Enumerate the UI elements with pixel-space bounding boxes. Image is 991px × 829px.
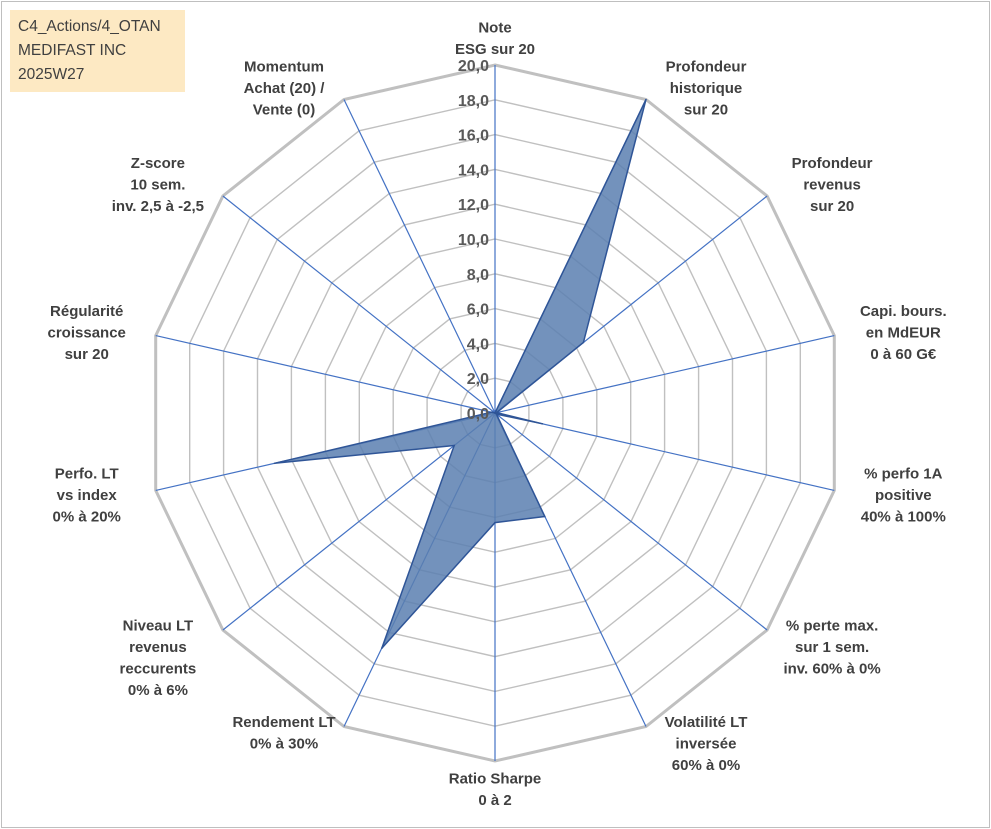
axis-label-line: 60% à 0% <box>672 757 740 774</box>
axis-label: Volatilité LT inversée 60% à 0% <box>665 714 748 774</box>
info-portfolio: C4_Actions/4_OTAN <box>18 18 161 35</box>
axis-label-line: 0 à 60 G€ <box>870 346 937 363</box>
axis-label: Capi. bours. en MdEUR 0 à 60 G€ <box>860 303 947 363</box>
axis-label-line: ESG sur 20 <box>455 41 535 58</box>
axis-label-line: Volatilité LT <box>665 714 748 731</box>
axis-label-line: Achat (20) / <box>244 80 326 97</box>
axis-label-line: positive <box>875 487 932 504</box>
series-point <box>541 423 544 425</box>
axis-label-line: 0% à 6% <box>128 682 188 699</box>
axis-label-line: Z-score <box>131 155 185 172</box>
series-point <box>381 647 383 649</box>
axis-label-line: sur 1 sem. <box>795 639 869 656</box>
radar-spoke <box>222 412 496 631</box>
radar-axis-labels: Note ESG sur 20 Profondeur historique sur 20… <box>48 20 947 810</box>
axis-label-line: sur 20 <box>810 198 854 215</box>
tick-label: 16,0 <box>458 128 489 145</box>
series-point <box>494 412 496 414</box>
axis-label-line: 0% à 20% <box>53 509 121 526</box>
axis-label-line: 0 à 2 <box>478 792 511 809</box>
tick-label: 14,0 <box>458 162 489 179</box>
info-week: 2025W27 <box>18 66 85 83</box>
axis-label-line: Rendement LT <box>232 714 335 731</box>
axis-label: Niveau LT revenus reccurents 0% à 6% <box>120 618 197 700</box>
radar-spoke <box>155 335 496 414</box>
axis-label-line: % perte max. <box>786 618 879 635</box>
tick-label: 4,0 <box>467 336 489 353</box>
axis-label-line: % perfo 1A <box>864 466 943 483</box>
tick-label: 10,0 <box>458 232 489 249</box>
axis-label: Momentum Achat (20) / Vente (0) <box>244 59 326 119</box>
tick-label: 12,0 <box>458 197 489 214</box>
axis-label-line: en MdEUR <box>866 324 941 341</box>
tick-label: 2,0 <box>467 371 489 388</box>
axis-label: Régularité croissance sur 20 <box>48 303 126 363</box>
axis-label-line: inversée <box>676 736 737 753</box>
radar-spoke <box>494 412 768 631</box>
radar-spoke <box>494 335 835 414</box>
series-area <box>274 99 647 649</box>
axis-label: Z-score 10 sem. inv. 2,5 à -2,5 <box>112 155 204 215</box>
axis-label: % perfo 1A positive 40% à 100% <box>861 466 946 526</box>
tick-label: 6,0 <box>467 302 489 319</box>
axis-label-line: 10 sem. <box>130 177 185 194</box>
tick-label: 0,0 <box>467 406 489 423</box>
axis-label-line: inv. 2,5 à -2,5 <box>112 198 204 215</box>
series-point <box>582 341 585 344</box>
series-point <box>544 515 546 518</box>
axis-label-line: Note <box>478 20 511 37</box>
axis-label-line: Profondeur <box>666 59 747 76</box>
axis-label: Profondeur historique sur 20 <box>666 59 747 119</box>
series-point <box>273 462 276 465</box>
tick-label: 20,0 <box>458 58 489 75</box>
series-point <box>495 411 498 414</box>
axis-label: Perfo. LT vs index 0% à 20% <box>53 466 121 526</box>
radar-spoke <box>494 412 835 491</box>
axis-label: Rendement LT 0% à 30% <box>232 714 335 753</box>
axis-label-line: revenus <box>129 639 187 656</box>
axis-label-line: Niveau LT <box>123 618 194 635</box>
series-point <box>453 444 456 447</box>
axis-label: Ratio Sharpe 0 à 2 <box>449 771 542 810</box>
radar-series <box>273 98 647 649</box>
axis-label: Note ESG sur 20 <box>455 20 535 59</box>
radar-tick-labels: 0,0 2,0 4,0 6,0 8,0 10,0 12,0 14,0 16,0 18,0 20,0 <box>458 58 489 423</box>
axis-label-line: Ratio Sharpe <box>449 771 542 788</box>
axis-label-line: croissance <box>48 324 126 341</box>
radar-spoke <box>222 195 496 414</box>
axis-label-line: Capi. bours. <box>860 303 947 320</box>
tick-label: 8,0 <box>467 267 489 284</box>
series-point <box>490 411 493 414</box>
axis-label-line: Profondeur <box>792 155 873 172</box>
axis-label-line: 40% à 100% <box>861 509 946 526</box>
axis-label: Profondeur revenus sur 20 <box>792 155 873 215</box>
series-point <box>494 521 496 524</box>
axis-label-line: Régularité <box>50 303 123 320</box>
info-company: MEDIFAST INC <box>18 42 127 59</box>
series-point <box>645 98 647 101</box>
axis-label-line: Perfo. LT <box>55 466 119 483</box>
axis-label-line: 0% à 30% <box>250 736 318 753</box>
axis-label-line: inv. 60% à 0% <box>783 661 880 678</box>
tick-label: 18,0 <box>458 93 489 110</box>
series-point <box>495 413 498 415</box>
axis-label-line: revenus <box>803 177 861 194</box>
info-box: C4_Actions/4_OTAN MEDIFAST INC 2025W27 <box>10 10 185 92</box>
axis-label-line: reccurents <box>120 661 197 678</box>
axis-label-line: vs index <box>57 487 118 504</box>
axis-label-line: sur 20 <box>65 346 109 363</box>
axis-label: % perte max. sur 1 sem. inv. 60% à 0% <box>783 618 880 678</box>
axis-label-line: Vente (0) <box>253 102 316 119</box>
axis-label-line: Momentum <box>244 59 324 76</box>
axis-label-line: historique <box>670 80 743 97</box>
radar-spoke <box>343 99 496 414</box>
axis-label-line: sur 20 <box>684 102 728 119</box>
